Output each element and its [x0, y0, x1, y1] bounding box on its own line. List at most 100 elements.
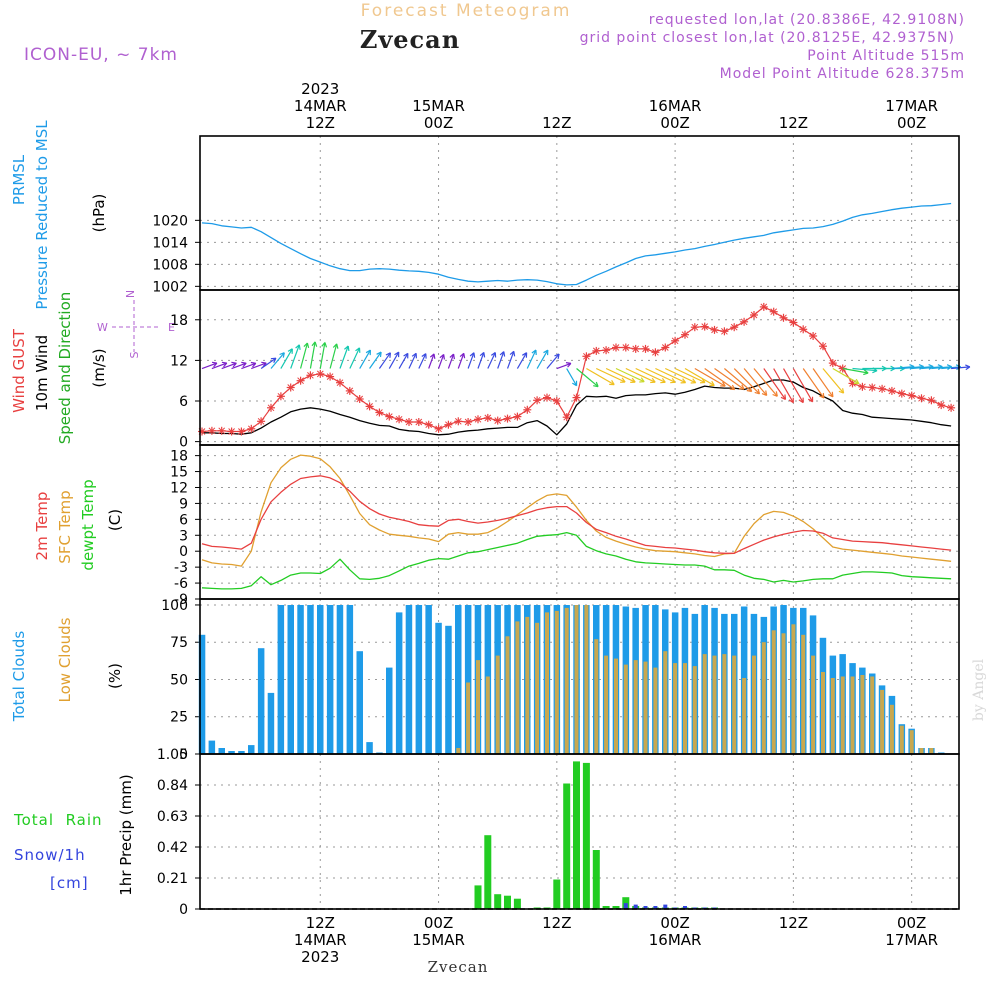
gust-marker-d2	[878, 385, 886, 393]
arrow-shaft	[251, 362, 267, 370]
wind-direction-arrow	[773, 368, 794, 404]
bottom-time-label: 15MAR	[412, 931, 465, 949]
wind-direction-arrow	[664, 367, 697, 384]
low-cloud-bar	[899, 725, 904, 754]
wind-direction-arrow	[231, 361, 247, 370]
gust-marker-d2	[583, 352, 590, 360]
arrow-head	[459, 352, 465, 358]
gust-marker-d2	[819, 342, 827, 350]
t2m-label: 2m Temp	[33, 492, 51, 561]
total-cloud-bar	[425, 605, 432, 754]
arrow-shaft	[891, 366, 915, 370]
wind-direction-arrow	[802, 368, 825, 399]
top-time-label: 17MAR	[885, 97, 938, 115]
gust-marker-d2	[504, 415, 511, 422]
wind-direction-arrow	[388, 351, 400, 369]
arrow-shaft	[418, 353, 427, 369]
gust-marker-d2	[356, 395, 364, 403]
gust-marker-d2	[829, 359, 837, 367]
low-cloud-bar	[683, 663, 687, 754]
gust-marker	[306, 371, 315, 380]
arrow-head	[739, 388, 745, 390]
snow-bar	[663, 904, 668, 909]
low-cloud-bar	[692, 666, 697, 754]
gust-marker-d2	[395, 415, 403, 423]
y-tick-label: -9	[174, 592, 188, 608]
low-cloud-bar	[495, 655, 500, 754]
arrow-shaft	[802, 368, 825, 399]
gust-marker	[247, 424, 256, 433]
rain-bar	[484, 835, 492, 909]
gust-marker	[799, 325, 808, 334]
wind-direction-arrow	[832, 367, 860, 385]
gust-marker	[927, 396, 936, 405]
wind-direction-arrow	[645, 367, 676, 384]
wind-direction-arrow	[556, 362, 572, 370]
arrow-head	[872, 370, 878, 374]
low-cloud-bar	[840, 676, 845, 754]
arrow-shaft	[596, 367, 626, 383]
gust-marker	[513, 412, 522, 421]
bottom-time-label: 17MAR	[885, 931, 938, 949]
total-cloud-bar	[435, 622, 442, 754]
panel-precip: 0 0.21 0.42 0.63 0.84 1.05	[157, 747, 959, 918]
arrow-shaft	[773, 368, 794, 403]
precip-unit: 1hr Precip (mm)	[117, 774, 135, 895]
arrow-head	[298, 344, 301, 350]
total-cloud-bar	[267, 692, 275, 754]
arrow-shaft	[832, 367, 860, 385]
arrow-shaft	[566, 368, 578, 386]
arrow-head	[306, 342, 310, 349]
snow-unit-label: [cm]	[50, 874, 89, 892]
gust-marker-d2	[642, 345, 649, 353]
arrow-head	[692, 378, 697, 384]
gust-marker-d2	[494, 417, 502, 424]
total-cloud-bar	[198, 634, 206, 754]
wind-direction-arrow	[378, 352, 391, 369]
wind-direction-arrow	[457, 352, 466, 369]
arrow-head	[429, 353, 435, 358]
arrow-head	[746, 389, 752, 393]
gust-marker	[355, 395, 364, 403]
arrow-shaft	[477, 352, 485, 369]
gust-marker	[681, 330, 689, 339]
panel-frame-wind	[199, 289, 960, 446]
arrow-head	[557, 353, 560, 360]
arrow-head	[682, 378, 687, 383]
gust-marker-d2	[740, 318, 748, 326]
gust-marker-d2	[346, 387, 354, 395]
arrow-head	[611, 379, 615, 385]
arrow-shaft	[901, 366, 924, 370]
arrow-head	[595, 381, 599, 387]
dewpoint-line	[201, 531, 952, 590]
wind-direction-arrow	[418, 353, 427, 369]
arrow-head	[593, 385, 599, 388]
top-time-label: 00Z	[660, 114, 689, 132]
arrow-head	[314, 341, 318, 347]
y-tick-label: 0.84	[157, 778, 188, 794]
gust-marker	[897, 389, 906, 398]
gust-marker	[345, 386, 354, 395]
compass-e: E	[168, 321, 175, 334]
arrow-head	[223, 362, 228, 368]
gust-marker-d2	[228, 428, 235, 435]
low-cloud-bar	[515, 621, 520, 754]
arrow-shaft	[398, 353, 409, 369]
gust-marker	[336, 378, 344, 387]
wind-direction-arrow	[437, 353, 445, 369]
arrow-head	[571, 382, 577, 387]
meteogram-title: Forecast Meteogram	[361, 1, 572, 21]
arrow-shaft	[645, 367, 676, 383]
gust-marker-d2	[366, 403, 373, 410]
arrow-head	[324, 342, 328, 348]
arrow-head	[965, 366, 971, 371]
gust-marker-d2	[474, 415, 482, 423]
gust-marker-d2	[809, 332, 817, 340]
wind-direction-arrow	[704, 368, 736, 391]
arrow-shaft	[951, 366, 970, 370]
gust-marker	[710, 325, 719, 334]
arrow-shaft	[290, 344, 300, 369]
wind-direction-arrow	[733, 368, 761, 395]
arrow-head	[749, 386, 753, 392]
